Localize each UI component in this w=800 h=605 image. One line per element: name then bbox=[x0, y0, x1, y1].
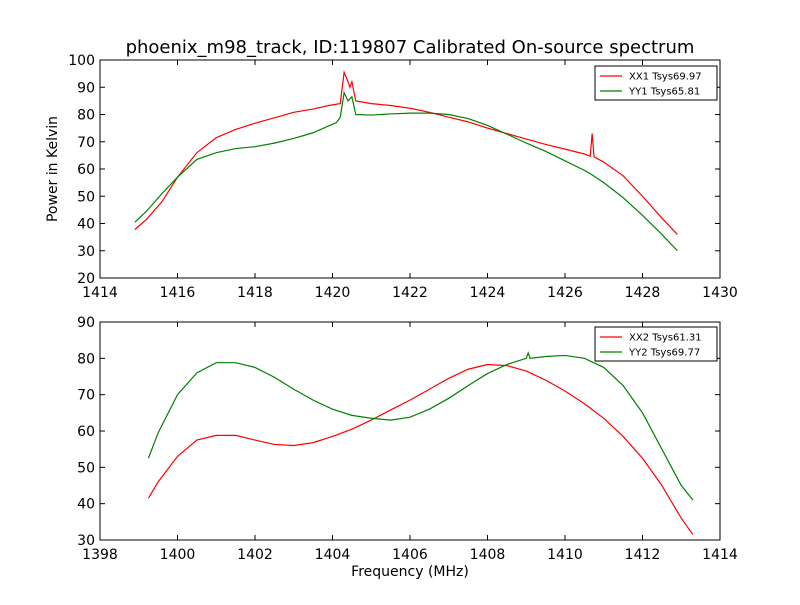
y-tick-label: 40 bbox=[77, 497, 95, 513]
x-tick-label: 1410 bbox=[547, 547, 583, 563]
bottom-plot: 1398 1400 1402 1404 1406 1408 1410 1412 1414 30 40… bbox=[77, 315, 738, 563]
x-tick-label: 1424 bbox=[470, 285, 506, 301]
y-tick-label: 60 bbox=[77, 162, 95, 178]
y-tick-label: 90 bbox=[77, 315, 95, 331]
y-tick-label: 20 bbox=[77, 271, 95, 287]
y-tick-label: 100 bbox=[68, 53, 95, 69]
x-tick-label: 1418 bbox=[237, 285, 273, 301]
series-line-yy2 bbox=[147, 351, 694, 501]
y-tick-label: 80 bbox=[77, 351, 95, 367]
series-line-yy1 bbox=[134, 90, 678, 252]
x-tick-label: 1422 bbox=[392, 285, 428, 301]
y-tick-label: 60 bbox=[77, 424, 95, 440]
y-tick-label: 80 bbox=[77, 108, 95, 124]
y-tick-label: 30 bbox=[77, 244, 95, 260]
legend-label: YY1 Tsys65.81 bbox=[628, 87, 700, 98]
x-tick-label: 1414 bbox=[702, 547, 738, 563]
legend-box bbox=[594, 326, 718, 362]
chart-title: phoenix_m98_track, ID:119807 Calibrated … bbox=[126, 37, 695, 58]
y-tick-label: 50 bbox=[77, 189, 95, 205]
series-line-xx2 bbox=[147, 363, 694, 535]
x-tick-label: 1398 bbox=[82, 547, 118, 563]
x-tick-label: 1416 bbox=[160, 285, 196, 301]
x-tick-label: 1412 bbox=[625, 547, 661, 563]
x-tick-label: 1430 bbox=[702, 285, 738, 301]
x-tick-label: 1406 bbox=[392, 547, 428, 563]
y-tick-label: 70 bbox=[77, 388, 95, 404]
legend: XX2 Tsys61.31 YY2 Tsys69.77 bbox=[594, 326, 718, 362]
y-tick-label: 50 bbox=[77, 460, 95, 476]
y-tick-label: 40 bbox=[77, 217, 95, 233]
legend: XX1 Tsys69.97 YY1 Tsys65.81 bbox=[594, 65, 718, 101]
y-tick-label: 90 bbox=[77, 80, 95, 96]
x-tick-label: 1414 bbox=[82, 285, 118, 301]
legend-box bbox=[594, 65, 718, 101]
x-tick-label: 1420 bbox=[315, 285, 351, 301]
x-tick-label: 1404 bbox=[315, 547, 351, 563]
x-tick-label: 1408 bbox=[470, 547, 506, 563]
legend-label: YY2 Tsys69.77 bbox=[628, 348, 700, 359]
y-axis-label: Power in Kelvin bbox=[45, 116, 61, 222]
legend-label: XX2 Tsys61.31 bbox=[629, 333, 702, 344]
x-tick-label: 1402 bbox=[237, 547, 273, 563]
x-tick-label: 1428 bbox=[625, 285, 661, 301]
legend-label: XX1 Tsys69.97 bbox=[629, 72, 702, 83]
x-axis-label: Frequency (MHz) bbox=[351, 564, 469, 580]
y-tick-label: 30 bbox=[77, 533, 95, 549]
series-line-xx1 bbox=[134, 69, 678, 235]
y-tick-label: 70 bbox=[77, 135, 95, 151]
x-tick-label: 1400 bbox=[160, 547, 196, 563]
x-tick-label: 1426 bbox=[547, 285, 583, 301]
top-plot: 1414 1416 1418 1420 1422 1424 1426 1428 1430 20 30… bbox=[68, 53, 738, 301]
